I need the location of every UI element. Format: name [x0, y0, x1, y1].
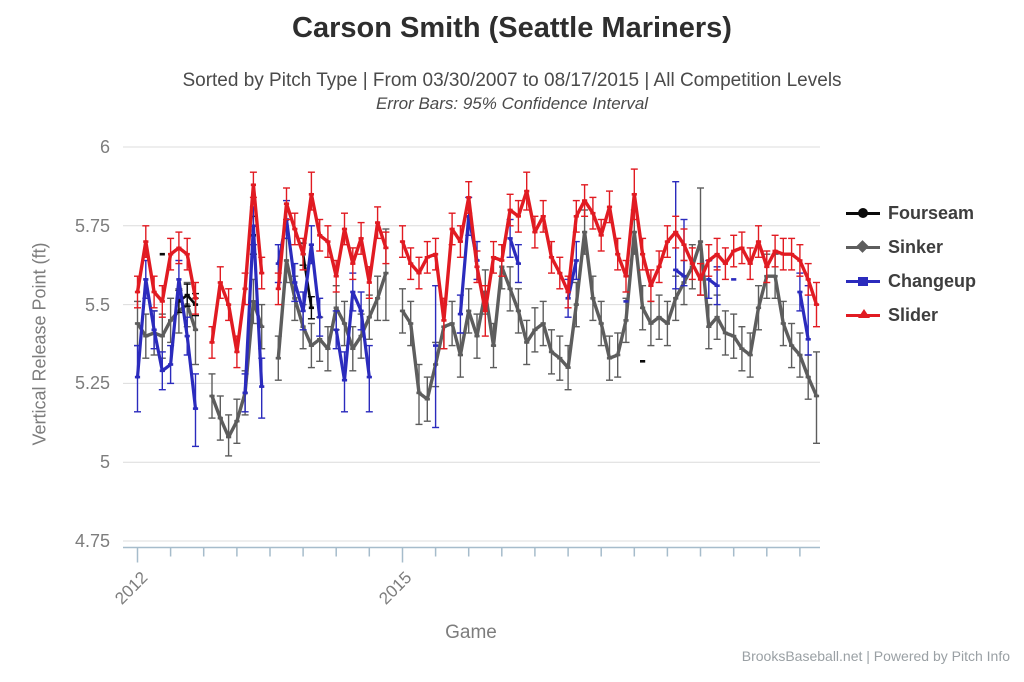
legend-label: Sinker: [888, 236, 944, 257]
y-tick-label: 5.25: [74, 373, 110, 394]
x-axis-title: Game: [445, 622, 497, 643]
fourseam-marker-icon: [846, 206, 880, 220]
legend-label: Slider: [888, 304, 939, 325]
changeup-marker-icon: [846, 274, 880, 288]
legend: Fourseam Sinker Changeup Slider: [846, 196, 976, 332]
y-tick-label: 6: [99, 137, 110, 157]
legend-label: Fourseam: [888, 202, 975, 223]
credit-footer: BrooksBaseball.net | Powered by Pitch In…: [741, 648, 1010, 664]
diamond-glyph: [856, 240, 869, 253]
legend-item-fourseam: Fourseam: [846, 196, 976, 230]
page-title: Carson Smith (Seattle Mariners): [292, 12, 732, 44]
circle-glyph: [858, 208, 868, 218]
error-bars-note: Error Bars: 95% Confidence Interval: [375, 94, 649, 113]
y-tick-label: 5.75: [74, 215, 110, 236]
y-tick-label: 5: [99, 452, 110, 473]
legend-item-slider: Slider: [846, 298, 976, 332]
square-glyph: [858, 277, 868, 286]
legend-label: Changeup: [888, 270, 976, 291]
y-tick-label: 4.75: [74, 531, 110, 551]
legend-item-changeup: Changeup: [846, 264, 976, 298]
legend-item-sinker: Sinker: [846, 230, 976, 264]
y-tick-label: 5.5: [84, 294, 110, 315]
sinker-marker-icon: [846, 240, 880, 254]
triangle-glyph: [858, 309, 870, 318]
slider-marker-icon: [846, 308, 880, 322]
chart-subtitle: Sorted by Pitch Type | From 03/30/2007 t…: [182, 70, 842, 91]
